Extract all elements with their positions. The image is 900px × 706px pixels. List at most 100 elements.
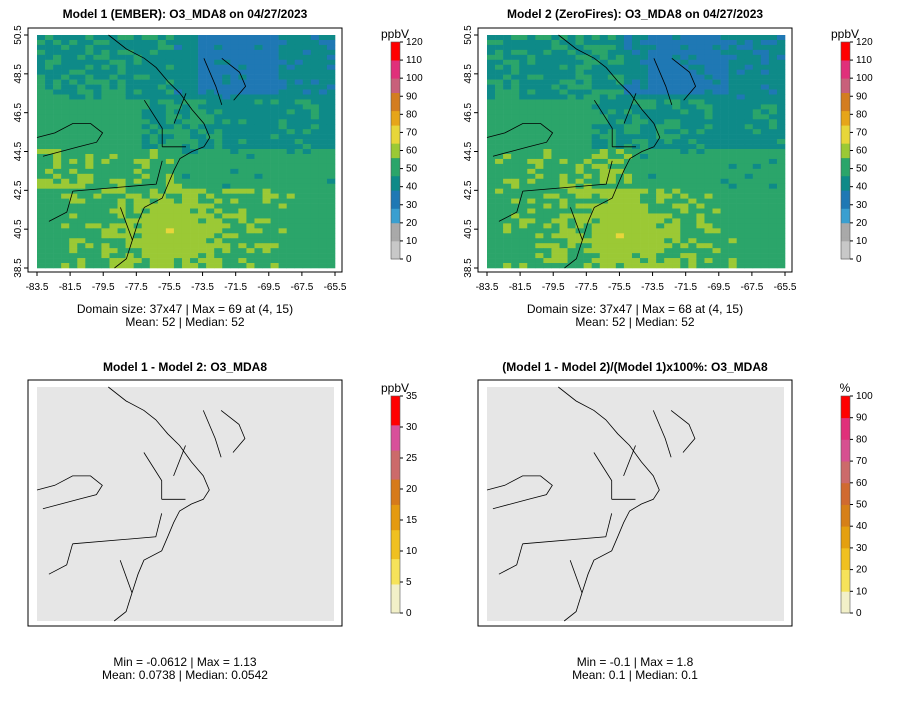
grid-cell (535, 158, 544, 165)
grid-cell (776, 79, 786, 85)
grid-cell (206, 243, 215, 249)
legend-swatch (841, 475, 850, 480)
grid-cell (680, 39, 689, 46)
legend-swatch (841, 49, 850, 54)
grid-cell (599, 228, 609, 234)
grid-cell (149, 79, 159, 85)
grid-cell (583, 163, 592, 170)
grid-cell (551, 198, 560, 204)
grid-cell (85, 173, 94, 180)
legend-tick-label: 15 (406, 515, 418, 526)
grid-cell (302, 258, 312, 264)
legend-swatch (391, 497, 400, 502)
grid-cell (736, 218, 746, 224)
grid-cell (190, 119, 199, 125)
grid-cell (656, 213, 665, 219)
grid-cell (511, 158, 520, 165)
grid-cell (286, 35, 296, 41)
legend-swatch (391, 410, 400, 415)
grid-cell (133, 238, 142, 244)
grid-cell (254, 178, 263, 185)
grid-cell (559, 39, 568, 46)
grid-cell (133, 223, 142, 229)
grid-cell (704, 243, 713, 249)
grid-cell (206, 153, 215, 160)
grid-cell (648, 44, 657, 51)
grid-cell (206, 188, 215, 194)
grid-cell (680, 233, 689, 239)
grid-cell (101, 59, 110, 66)
grid-cell (45, 69, 54, 75)
grid-cell (551, 168, 560, 175)
grid-cell (270, 233, 279, 239)
grid-cell (198, 248, 207, 254)
grid-cell (760, 218, 770, 224)
grid-cell (198, 258, 207, 264)
grid-cell (760, 114, 770, 120)
grid-cell (760, 104, 770, 110)
grid-cell (270, 44, 279, 51)
grid-cell (37, 263, 46, 269)
grid-cell (286, 203, 296, 209)
grid-cell (631, 134, 641, 140)
grid-cell (101, 114, 110, 120)
grid-cell (664, 208, 673, 214)
grid-cell (109, 258, 118, 264)
legend-swatch (391, 208, 400, 213)
grid-cell (607, 153, 617, 160)
legend-swatch (841, 424, 850, 429)
grid-cell (270, 119, 279, 125)
grid-cell (254, 124, 263, 130)
grid-cell (535, 193, 544, 199)
grid-cell (551, 173, 560, 180)
grid-cell (294, 74, 304, 80)
legend-swatch (391, 222, 400, 227)
legend-swatch (841, 457, 850, 462)
x-tick-label: -75.5 (608, 282, 631, 293)
grid-cell (583, 44, 592, 51)
legend-swatch (391, 486, 400, 491)
grid-cell (664, 44, 673, 51)
grid-cell (648, 208, 657, 214)
grid-cell (728, 129, 737, 135)
grid-cell (551, 99, 560, 105)
grid-cell (672, 94, 681, 100)
legend-swatch (841, 103, 850, 108)
grid-cell (125, 124, 134, 130)
grid-cell (270, 228, 279, 234)
state-border (143, 452, 163, 500)
grid-cell (109, 74, 118, 80)
grid-cell (680, 198, 689, 204)
grid-cell (77, 193, 86, 199)
grid-cell (173, 149, 183, 155)
grid-cell (214, 223, 223, 229)
legend-swatch (841, 432, 850, 437)
legend-tick-label: 50 (856, 500, 868, 511)
grid-cell (503, 104, 512, 110)
grid-cell (318, 44, 328, 51)
grid-cell (640, 64, 649, 70)
grid-cell (93, 84, 102, 90)
grid-cell (318, 39, 328, 46)
grid-cell (109, 64, 118, 70)
grid-cell (53, 223, 62, 229)
grid-cell (149, 178, 159, 185)
grid-cell (623, 129, 633, 135)
grid-cell (607, 69, 617, 75)
grid-cell (85, 178, 94, 185)
grid-cell (238, 104, 247, 110)
grid-cell (149, 188, 159, 194)
grid-cell (640, 89, 649, 95)
grid-cell (720, 119, 729, 125)
grid-cell (141, 233, 151, 239)
grid-cell (511, 144, 520, 150)
grid-cell (696, 203, 705, 209)
grid-cell (519, 74, 528, 80)
grid-cell (61, 144, 70, 150)
grid-cell (190, 228, 199, 234)
grid-cell (760, 223, 770, 229)
grid-cell (214, 84, 223, 90)
grid-cell (101, 39, 110, 46)
grid-cell (704, 193, 713, 199)
grid-cell (776, 258, 786, 264)
